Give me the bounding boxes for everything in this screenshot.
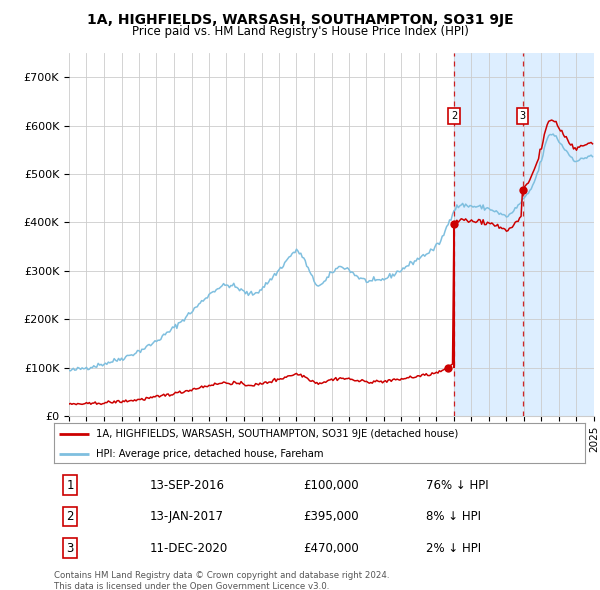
Text: 76% ↓ HPI: 76% ↓ HPI xyxy=(426,478,488,491)
Text: 1A, HIGHFIELDS, WARSASH, SOUTHAMPTON, SO31 9JE: 1A, HIGHFIELDS, WARSASH, SOUTHAMPTON, SO… xyxy=(86,13,514,27)
Text: 13-SEP-2016: 13-SEP-2016 xyxy=(149,478,224,491)
Text: £470,000: £470,000 xyxy=(304,542,359,555)
Text: 11-DEC-2020: 11-DEC-2020 xyxy=(149,542,228,555)
Text: 3: 3 xyxy=(520,111,526,121)
Text: 2% ↓ HPI: 2% ↓ HPI xyxy=(426,542,481,555)
Text: 3: 3 xyxy=(66,542,74,555)
Text: £100,000: £100,000 xyxy=(304,478,359,491)
Text: HPI: Average price, detached house, Fareham: HPI: Average price, detached house, Fare… xyxy=(97,450,324,460)
Text: 8% ↓ HPI: 8% ↓ HPI xyxy=(426,510,481,523)
Text: 13-JAN-2017: 13-JAN-2017 xyxy=(149,510,224,523)
Text: £395,000: £395,000 xyxy=(304,510,359,523)
Text: 1A, HIGHFIELDS, WARSASH, SOUTHAMPTON, SO31 9JE (detached house): 1A, HIGHFIELDS, WARSASH, SOUTHAMPTON, SO… xyxy=(97,430,459,440)
Text: 1: 1 xyxy=(66,478,74,491)
Text: Price paid vs. HM Land Registry's House Price Index (HPI): Price paid vs. HM Land Registry's House … xyxy=(131,25,469,38)
Text: Contains HM Land Registry data © Crown copyright and database right 2024.
This d: Contains HM Land Registry data © Crown c… xyxy=(54,571,389,590)
Text: 2: 2 xyxy=(66,510,74,523)
Text: 2: 2 xyxy=(451,111,457,121)
Bar xyxy=(454,53,593,416)
